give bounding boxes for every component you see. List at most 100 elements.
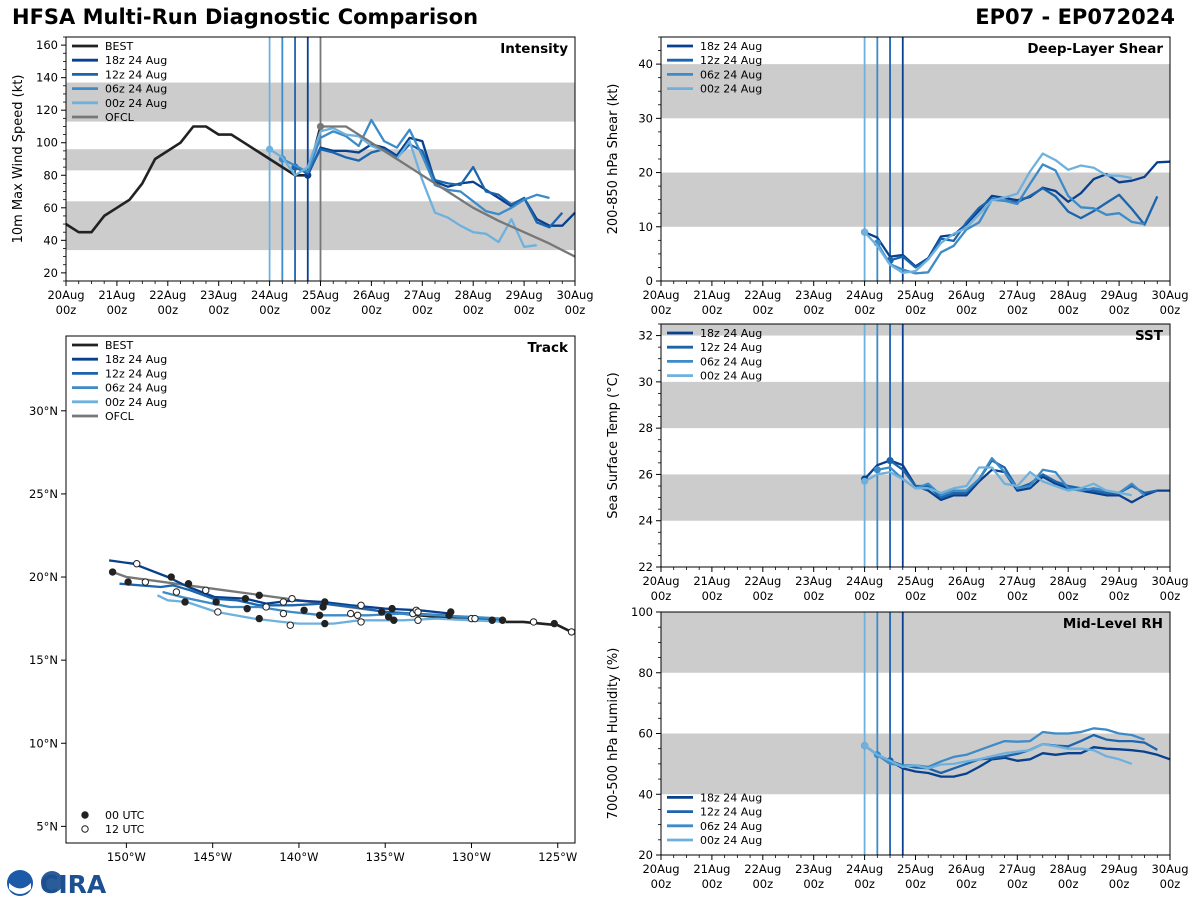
track-point: [321, 598, 329, 606]
logo-text: CIRA: [40, 870, 107, 898]
legend-label: 00z 24 Aug: [105, 396, 167, 409]
x-tick-label: 00z: [361, 303, 382, 317]
y-tick-label: 100: [631, 605, 653, 619]
series-line-ofcl: [320, 125, 576, 258]
x-tick-label: 00z: [1109, 877, 1130, 891]
x-tick-label: 00z: [752, 589, 773, 603]
x-tick-label: 00z: [702, 877, 723, 891]
series-start-marker: [266, 145, 274, 153]
x-tick-label: 00z: [463, 303, 484, 317]
x-tick-label: 00z: [956, 589, 977, 603]
y-tick-label: 26: [638, 467, 653, 481]
x-tick-label: 00z: [803, 877, 824, 891]
x-tick-label: 00z: [1058, 589, 1079, 603]
x-tick-label: 29Aug: [506, 288, 543, 302]
x-tick-label: 00z: [1109, 589, 1130, 603]
track-point: [124, 578, 132, 586]
x-tick-label: 00z: [854, 877, 875, 891]
x-tick-label: 00z: [651, 877, 672, 891]
track-point: [315, 611, 324, 619]
panel-title: Track: [528, 340, 569, 356]
x-tick-label: 26Aug: [948, 574, 985, 588]
x-tick-label: 30Aug: [1151, 574, 1188, 588]
legend-label: 06z 24 Aug: [105, 382, 167, 395]
storm-id: EP07 - EP072024: [975, 5, 1175, 29]
legend-label: 06z 24 Aug: [105, 83, 167, 96]
x-tick-label: 27Aug: [404, 288, 441, 302]
x-tick-label: 21Aug: [693, 288, 730, 302]
y-tick-label: 10°N: [29, 736, 58, 750]
x-tick-label: 00z: [1007, 303, 1028, 317]
marker-legend-symbol: [81, 811, 89, 819]
legend-label: 18z 24 Aug: [700, 40, 762, 53]
y-tick-label: 40: [43, 233, 58, 247]
panel-shear: 01020304020Aug00z21Aug00z22Aug00z23Aug00…: [606, 36, 1189, 317]
x-tick-label: 24Aug: [251, 288, 288, 302]
y-tick-label: 40: [638, 787, 653, 801]
track-point: [567, 628, 576, 636]
series-line-12z-24-aug: [294, 143, 564, 229]
x-tick-label: 00z: [107, 303, 128, 317]
band-0: [661, 733, 1170, 795]
track-point: [353, 611, 362, 619]
x-tick-label: 00z: [514, 303, 535, 317]
x-tick-label: 00z: [56, 303, 77, 317]
track-point: [321, 619, 329, 628]
x-tick-label: 00z: [1160, 877, 1181, 891]
y-tick-label: 60: [43, 201, 58, 215]
track-point: [133, 560, 141, 568]
x-tick-label: 29Aug: [1101, 574, 1138, 588]
series-line-00z-24-aug: [156, 594, 507, 625]
band-0: [661, 474, 1170, 521]
x-tick-label: 26Aug: [353, 288, 390, 302]
x-tick-label: 22Aug: [149, 288, 186, 302]
x-tick-label: 00z: [854, 589, 875, 603]
y-tick-label: 160: [36, 38, 58, 52]
legend-label: 18z 24 Aug: [700, 791, 762, 804]
band-0: [661, 172, 1170, 227]
legend-label: 18z 24 Aug: [105, 54, 167, 67]
legend-label: 18z 24 Aug: [105, 353, 167, 366]
x-tick-label: 28Aug: [1050, 288, 1087, 302]
legend-label: 00z 24 Aug: [700, 83, 762, 96]
y-tick-label: 100: [36, 136, 58, 150]
y-tick-label: 30°N: [29, 404, 58, 418]
cira-logo: CIRA: [7, 870, 107, 898]
x-tick-label: 00z: [905, 589, 926, 603]
x-tick-label: 130°W: [452, 850, 491, 864]
track-point: [286, 621, 295, 629]
x-tick-label: 00z: [1007, 877, 1028, 891]
series-line-06z-24-aug: [877, 457, 1146, 497]
panel-title: Mid-Level RH: [1063, 616, 1163, 632]
y-tick-label: 5°N: [36, 819, 58, 833]
x-tick-label: 00z: [208, 303, 229, 317]
x-tick-label: 00z: [651, 303, 672, 317]
marker-legend-label: 12 UTC: [105, 823, 145, 836]
y-tick-label: 120: [36, 103, 58, 117]
y-tick-label: 30: [638, 375, 653, 389]
y-tick-label: 80: [638, 666, 653, 680]
x-tick-label: 20Aug: [642, 288, 679, 302]
track-point: [279, 609, 288, 618]
y-tick-label: 25°N: [29, 487, 58, 501]
track-point: [529, 618, 538, 626]
track-point: [471, 614, 479, 623]
track-point: [390, 616, 398, 624]
x-tick-label: 00z: [651, 589, 672, 603]
plot-frame: [65, 335, 576, 844]
panel-intensity: 2040608010012014016020Aug00z21Aug00z22Au…: [11, 36, 594, 317]
track-point: [255, 591, 263, 600]
x-tick-label: 20Aug: [47, 288, 84, 302]
x-tick-label: 22Aug: [744, 288, 781, 302]
series-start-marker: [886, 456, 894, 465]
x-tick-label: 00z: [702, 303, 723, 317]
x-tick-label: 30Aug: [1151, 288, 1188, 302]
x-tick-label: 26Aug: [948, 288, 985, 302]
x-tick-label: 28Aug: [1050, 574, 1087, 588]
x-tick-label: 22Aug: [744, 574, 781, 588]
y-tick-label: 140: [36, 71, 58, 85]
